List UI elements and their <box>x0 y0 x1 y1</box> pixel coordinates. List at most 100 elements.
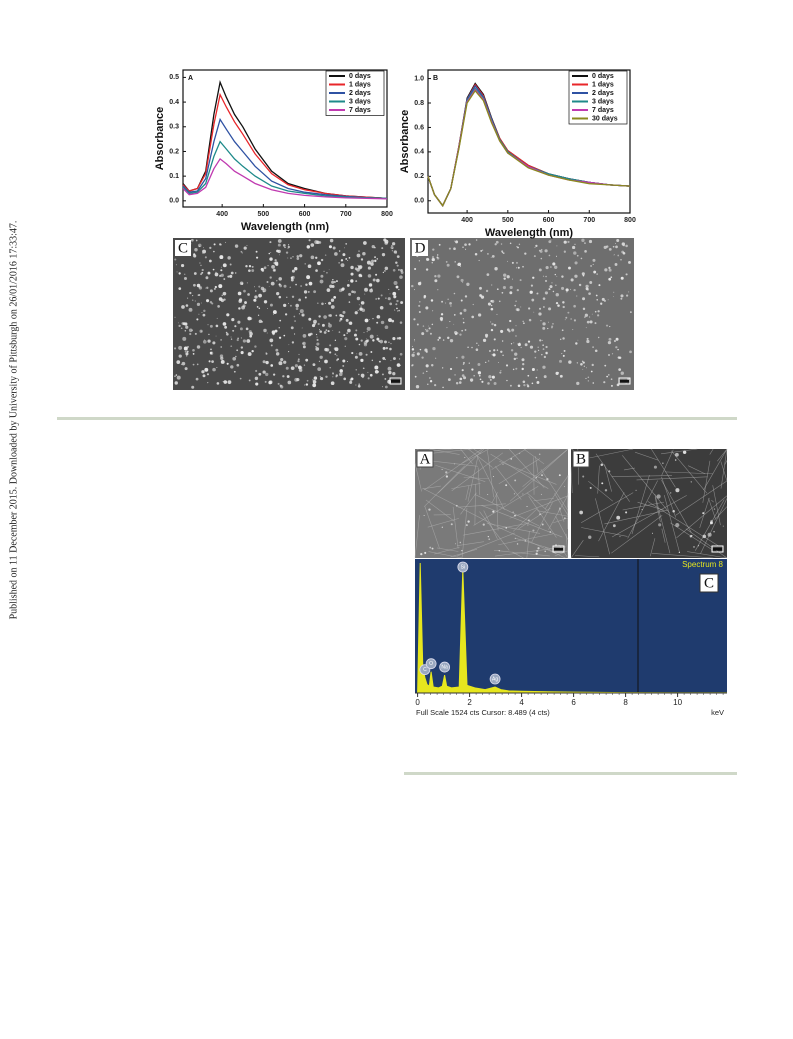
particle <box>343 334 346 337</box>
particle <box>358 351 363 356</box>
particle <box>382 271 385 274</box>
x-tick-label: 8 <box>623 698 628 707</box>
particle <box>597 314 600 317</box>
particle <box>586 288 589 291</box>
particle <box>491 354 493 356</box>
particle <box>456 275 460 279</box>
particle <box>360 258 364 261</box>
particle <box>580 257 583 260</box>
particle <box>548 288 551 291</box>
particle <box>225 331 228 334</box>
x-tick-label: 0 <box>415 698 420 707</box>
particle <box>511 328 515 332</box>
particle <box>613 339 617 343</box>
particle <box>181 305 185 309</box>
particle <box>591 313 593 315</box>
particle <box>414 340 415 342</box>
particle <box>418 304 421 307</box>
particle <box>502 285 506 290</box>
particle <box>233 370 236 373</box>
particle <box>287 257 289 259</box>
particle <box>201 268 204 272</box>
particle <box>174 381 178 385</box>
particle <box>514 352 518 356</box>
fiber <box>460 492 477 515</box>
fiber <box>553 517 569 524</box>
particle <box>356 253 361 258</box>
particle <box>400 301 404 305</box>
fiber <box>709 448 714 455</box>
particle <box>288 351 290 353</box>
particle <box>230 271 234 275</box>
particle <box>270 252 272 254</box>
particle <box>376 335 378 337</box>
particle <box>568 360 572 364</box>
particle <box>446 327 448 329</box>
particle <box>605 324 609 327</box>
particle <box>425 328 426 330</box>
particle <box>380 294 383 297</box>
particle <box>432 248 435 251</box>
particle <box>279 319 282 322</box>
particle <box>425 364 429 368</box>
particle <box>278 336 282 339</box>
particle <box>582 297 586 301</box>
particle <box>641 509 643 511</box>
particle <box>620 258 622 261</box>
particle <box>388 288 390 290</box>
y-tick-label: 0.0 <box>414 198 424 205</box>
particle <box>382 357 386 360</box>
particle <box>377 370 380 373</box>
particle <box>486 273 490 277</box>
particle <box>321 302 324 306</box>
particle <box>564 319 566 321</box>
particle <box>366 331 368 333</box>
particle <box>448 247 451 250</box>
particle <box>342 364 345 367</box>
fiber <box>437 448 485 494</box>
particle <box>213 287 216 290</box>
fiber <box>588 480 613 502</box>
particle <box>301 313 305 317</box>
fiber <box>494 550 550 557</box>
particle <box>227 380 232 385</box>
particle <box>269 241 272 244</box>
particle <box>384 385 388 389</box>
particle <box>454 374 456 376</box>
particle <box>305 283 308 286</box>
particle <box>545 293 547 295</box>
particle <box>411 284 414 288</box>
particle <box>609 325 611 328</box>
particle <box>573 319 577 322</box>
particle <box>582 475 585 478</box>
particle <box>277 382 280 385</box>
x-tick-label: 600 <box>299 211 311 218</box>
particle <box>318 315 321 318</box>
particle <box>607 353 611 357</box>
particle <box>432 310 434 312</box>
particle <box>538 312 542 316</box>
particle <box>194 300 196 302</box>
peak-label: Ag <box>492 676 498 682</box>
particle <box>201 330 203 332</box>
particle <box>536 369 538 371</box>
particle <box>651 532 653 534</box>
particle <box>381 373 384 376</box>
particle <box>468 362 470 364</box>
fiber <box>414 515 420 558</box>
particle <box>450 523 453 526</box>
particle <box>462 361 465 364</box>
fiber <box>634 451 659 461</box>
particle <box>328 323 332 328</box>
particle <box>615 337 619 341</box>
particle <box>485 361 487 364</box>
fiber <box>714 506 728 521</box>
particle <box>358 250 360 252</box>
particle <box>222 380 224 383</box>
particle <box>202 249 207 254</box>
particle <box>465 524 468 527</box>
fiber <box>483 510 498 539</box>
particle <box>491 255 495 258</box>
fiber <box>457 532 515 557</box>
particle <box>447 336 450 340</box>
